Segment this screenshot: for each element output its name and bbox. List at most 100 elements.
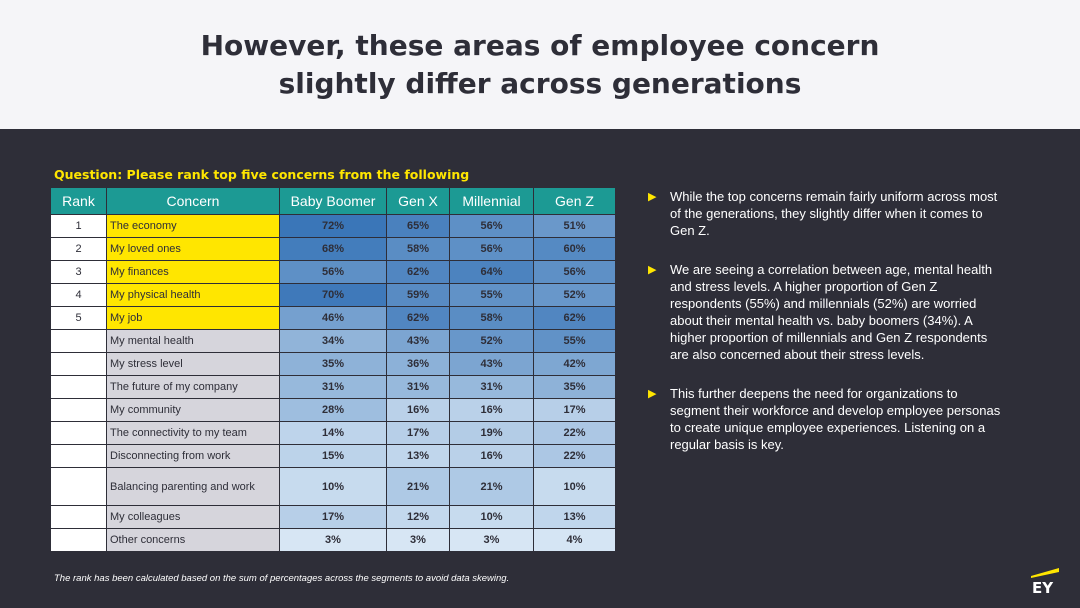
value-cell-gen-z: 22% bbox=[533, 421, 616, 445]
value-cell-millennial: 10% bbox=[449, 505, 534, 529]
concern-cell: My colleagues bbox=[106, 505, 280, 529]
rank-cell bbox=[50, 528, 107, 552]
page-title: However, these areas of employee concern… bbox=[200, 28, 880, 100]
table-row: 1 The economy 72% 65% 56% 51% bbox=[50, 214, 616, 238]
value-cell-gen-x: 31% bbox=[386, 375, 450, 399]
value-cell-gen-x: 12% bbox=[386, 505, 450, 529]
value-cell-gen-x: 62% bbox=[386, 260, 450, 284]
rank-cell bbox=[50, 398, 107, 422]
play-arrow-icon: ▶ bbox=[648, 388, 657, 400]
footnote: The rank has been calculated based on th… bbox=[54, 573, 510, 584]
rank-cell: 4 bbox=[50, 283, 107, 307]
value-cell-baby-boomer: 68% bbox=[279, 237, 387, 261]
value-cell-gen-z: 56% bbox=[533, 260, 616, 284]
value-cell-gen-z: 10% bbox=[533, 467, 616, 506]
value-cell-millennial: 16% bbox=[449, 444, 534, 468]
value-cell-baby-boomer: 28% bbox=[279, 398, 387, 422]
concern-cell: Balancing parenting and work bbox=[106, 467, 280, 506]
value-cell-gen-x: 21% bbox=[386, 467, 450, 506]
value-cell-gen-x: 59% bbox=[386, 283, 450, 307]
concerns-table: Rank Concern Baby Boomer Gen X Millennia… bbox=[50, 187, 616, 552]
value-cell-millennial: 16% bbox=[449, 398, 534, 422]
concern-cell: My stress level bbox=[106, 352, 280, 376]
table-row: Disconnecting from work 15% 13% 16% 22% bbox=[50, 444, 616, 468]
bullet-text: While the top concerns remain fairly uni… bbox=[670, 189, 998, 238]
value-cell-baby-boomer: 46% bbox=[279, 306, 387, 330]
rank-cell bbox=[50, 329, 107, 353]
bullet-text: This further deepens the need for organi… bbox=[670, 386, 1001, 452]
value-cell-gen-z: 52% bbox=[533, 283, 616, 307]
value-cell-baby-boomer: 34% bbox=[279, 329, 387, 353]
value-cell-millennial: 52% bbox=[449, 329, 534, 353]
table-row: 3 My finances 56% 62% 64% 56% bbox=[50, 260, 616, 284]
concern-cell: The connectivity to my team bbox=[106, 421, 280, 445]
value-cell-gen-z: 13% bbox=[533, 505, 616, 529]
value-cell-gen-x: 62% bbox=[386, 306, 450, 330]
rank-cell bbox=[50, 467, 107, 506]
concern-cell: The economy bbox=[106, 214, 280, 238]
value-cell-millennial: 31% bbox=[449, 375, 534, 399]
table-body: 1 The economy 72% 65% 56% 51% 2 My loved ones 68… bbox=[50, 214, 616, 552]
table-row: The future of my company 31% 31% 31% 35% bbox=[50, 375, 616, 399]
table-row: Other concerns 3% 3% 3% 4% bbox=[50, 528, 616, 552]
concern-cell: My loved ones bbox=[106, 237, 280, 261]
rank-cell bbox=[50, 421, 107, 445]
value-cell-baby-boomer: 17% bbox=[279, 505, 387, 529]
value-cell-gen-z: 62% bbox=[533, 306, 616, 330]
value-cell-gen-z: 17% bbox=[533, 398, 616, 422]
value-cell-gen-z: 35% bbox=[533, 375, 616, 399]
value-cell-gen-z: 55% bbox=[533, 329, 616, 353]
value-cell-millennial: 64% bbox=[449, 260, 534, 284]
play-arrow-icon: ▶ bbox=[648, 191, 657, 203]
concern-cell: My physical health bbox=[106, 283, 280, 307]
header-millennial: Millennial bbox=[449, 187, 534, 215]
value-cell-gen-x: 43% bbox=[386, 329, 450, 353]
value-cell-baby-boomer: 31% bbox=[279, 375, 387, 399]
table-row: 4 My physical health 70% 59% 55% 52% bbox=[50, 283, 616, 307]
question-label: Question: Please rank top five concerns … bbox=[54, 167, 470, 182]
rank-cell: 1 bbox=[50, 214, 107, 238]
table-row: 5 My job 46% 62% 58% 62% bbox=[50, 306, 616, 330]
value-cell-gen-x: 65% bbox=[386, 214, 450, 238]
concern-cell: My community bbox=[106, 398, 280, 422]
value-cell-millennial: 56% bbox=[449, 237, 534, 261]
header-gen-x: Gen X bbox=[386, 187, 450, 215]
value-cell-gen-x: 17% bbox=[386, 421, 450, 445]
rank-cell: 2 bbox=[50, 237, 107, 261]
bullet-item: ▶ While the top concerns remain fairly u… bbox=[648, 188, 1008, 239]
value-cell-baby-boomer: 70% bbox=[279, 283, 387, 307]
header-rank: Rank bbox=[50, 187, 107, 215]
value-cell-baby-boomer: 15% bbox=[279, 444, 387, 468]
value-cell-gen-x: 13% bbox=[386, 444, 450, 468]
value-cell-millennial: 43% bbox=[449, 352, 534, 376]
logo-text: EY bbox=[1032, 579, 1054, 594]
value-cell-millennial: 55% bbox=[449, 283, 534, 307]
rank-cell: 3 bbox=[50, 260, 107, 284]
header-baby-boomer: Baby Boomer bbox=[279, 187, 387, 215]
concern-cell: My mental health bbox=[106, 329, 280, 353]
bullet-text: We are seeing a correlation between age,… bbox=[670, 262, 993, 362]
play-arrow-icon: ▶ bbox=[648, 264, 657, 276]
table-row: My community 28% 16% 16% 17% bbox=[50, 398, 616, 422]
rank-cell bbox=[50, 375, 107, 399]
bullet-list: ▶ While the top concerns remain fairly u… bbox=[648, 188, 1008, 475]
value-cell-baby-boomer: 35% bbox=[279, 352, 387, 376]
value-cell-gen-z: 51% bbox=[533, 214, 616, 238]
value-cell-gen-z: 60% bbox=[533, 237, 616, 261]
table-row: My stress level 35% 36% 43% 42% bbox=[50, 352, 616, 376]
header-concern: Concern bbox=[106, 187, 280, 215]
value-cell-millennial: 21% bbox=[449, 467, 534, 506]
value-cell-millennial: 19% bbox=[449, 421, 534, 445]
table-header-row: Rank Concern Baby Boomer Gen X Millennia… bbox=[50, 187, 616, 215]
table-row: My colleagues 17% 12% 10% 13% bbox=[50, 505, 616, 529]
value-cell-millennial: 3% bbox=[449, 528, 534, 552]
concern-cell: My job bbox=[106, 306, 280, 330]
rank-cell: 5 bbox=[50, 306, 107, 330]
table-row: 2 My loved ones 68% 58% 56% 60% bbox=[50, 237, 616, 261]
ey-logo: EY bbox=[1031, 568, 1059, 594]
value-cell-gen-z: 22% bbox=[533, 444, 616, 468]
value-cell-baby-boomer: 56% bbox=[279, 260, 387, 284]
value-cell-gen-x: 36% bbox=[386, 352, 450, 376]
value-cell-millennial: 58% bbox=[449, 306, 534, 330]
concern-cell: Disconnecting from work bbox=[106, 444, 280, 468]
